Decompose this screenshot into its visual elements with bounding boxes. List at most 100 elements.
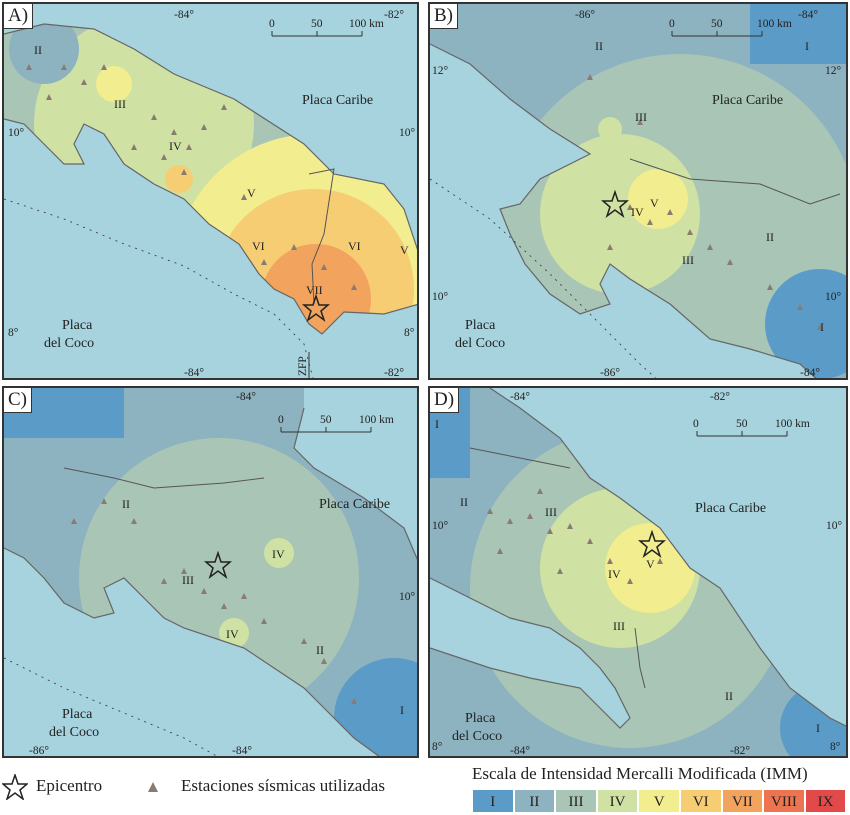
scale-d-50: 50	[736, 418, 748, 430]
scale-cell-ii: II	[513, 789, 556, 813]
scale-a-100: 100 km	[349, 18, 384, 30]
placa-coco-d-1: Placa	[465, 711, 496, 726]
tick-a-1: -84°	[174, 9, 194, 21]
map-a-canvas: 0 50 100 km -84° -82° 10° 10° 8° 8° -84°…	[4, 4, 417, 379]
legend-stations-label: Estaciones sísmicas utilizadas	[181, 776, 385, 795]
tick-d-3: 10°	[432, 520, 449, 532]
zone-d-6: III	[613, 619, 625, 633]
tick-c-2: 10°	[399, 591, 416, 603]
scale-b-100: 100 km	[757, 18, 792, 30]
tick-c-1: -84°	[236, 391, 256, 403]
scale-a-0: 0	[269, 18, 275, 30]
zone-a-1: II	[34, 43, 42, 57]
placa-coco-c-1: Placa	[62, 707, 93, 722]
placa-coco-a-1: Placa	[62, 318, 93, 333]
tick-a-6: 8°	[404, 327, 415, 339]
placa-caribe-c: Placa Caribe	[319, 497, 390, 512]
tick-a-8: -82°	[384, 367, 404, 379]
tick-d-6: 8°	[830, 741, 841, 753]
placa-coco-d-2: del Coco	[452, 729, 502, 744]
zone-c-4: IV	[272, 547, 285, 561]
tick-b-7: -86°	[600, 367, 620, 379]
placa-caribe-b: Placa Caribe	[712, 93, 783, 108]
zone-b-5: V	[650, 196, 659, 210]
zone-b-7: II	[766, 230, 774, 244]
zone-c-3: III	[182, 573, 194, 587]
tick-b-4: 12°	[825, 65, 842, 77]
tick-d-8: -82°	[730, 745, 750, 757]
panel-b-label: B)	[430, 4, 458, 29]
zone-b-3: III	[635, 110, 647, 124]
scale-cell-viii: VIII	[763, 789, 805, 813]
placa-coco-c-2: del Coco	[49, 725, 99, 740]
epicenter-legend-icon	[2, 774, 28, 800]
map-panel-d: 0 50 100 km -84° -82° 10° 10° 8° 8° -84°…	[428, 386, 848, 758]
stations-a	[26, 64, 357, 290]
zone-b-6: III	[682, 253, 694, 267]
scale-b-50: 50	[711, 18, 723, 30]
zone-a-8: V	[400, 243, 409, 257]
map-c-canvas: 0 50 100 km -84° 10° -86° -84° Placa Car…	[4, 388, 417, 757]
zone-b-1: II	[595, 39, 603, 53]
epicenter-c	[203, 550, 233, 580]
tick-d-2: -82°	[710, 391, 730, 403]
epicenter-a	[301, 293, 331, 323]
map-panel-a: 0 50 100 km -84° -82° 10° 10° 8° 8° -84°…	[2, 2, 419, 380]
scale-cell-vi: VI	[679, 789, 722, 813]
scale-c-100: 100 km	[359, 414, 394, 426]
zone-d-3: III	[545, 505, 557, 519]
stations-d	[487, 488, 663, 584]
tick-b-1: -86°	[575, 9, 595, 21]
zone-c-6: II	[316, 643, 324, 657]
scale-b-0: 0	[669, 18, 675, 30]
tick-c-3: -86°	[29, 745, 49, 757]
zone-d-4: IV	[608, 567, 621, 581]
tick-d-5: 8°	[432, 741, 443, 753]
tick-a-4: 10°	[399, 127, 416, 139]
scale-cell-iii: III	[555, 789, 597, 813]
zone-d-8: I	[816, 721, 820, 735]
scale-cell-vii: VII	[721, 789, 764, 813]
map-panel-c: 0 50 100 km -84° 10° -86° -84° Placa Car…	[2, 386, 419, 758]
tick-c-4: -84°	[232, 745, 252, 757]
placa-coco-a-2: del Coco	[44, 336, 94, 351]
zone-d-2: II	[460, 495, 468, 509]
zone-d-5: V	[646, 557, 655, 571]
zone-a-6: VI	[348, 239, 361, 253]
legend-scale-title: Escala de Intensidad Mercalli Modificada…	[472, 764, 808, 783]
tick-a-2: -82°	[384, 9, 404, 21]
scale-cell-ix: IX	[804, 789, 847, 813]
tick-b-8: -84°	[800, 367, 820, 379]
scale-cell-v: V	[638, 789, 680, 813]
scale-d-0: 0	[693, 418, 699, 430]
placa-caribe-a: Placa Caribe	[302, 93, 373, 108]
scale-a-50: 50	[311, 18, 323, 30]
map-b-canvas: 0 50 100 km -86° -84° 12° 12° 10° 10° -8…	[430, 4, 846, 379]
zone-a-3: IV	[169, 139, 182, 153]
map-d-canvas: 0 50 100 km -84° -82° 10° 10° 8° 8° -84°…	[430, 388, 846, 757]
epicenter-d	[637, 529, 667, 559]
legend-epicenter-label: Epicentro	[36, 776, 103, 795]
scale-d-100: 100 km	[775, 418, 810, 430]
zone-a-4: V	[247, 186, 256, 200]
panel-d-label: D)	[430, 388, 460, 413]
stations-b	[587, 74, 823, 330]
station-legend-icon	[148, 782, 158, 792]
zone-a-5: VI	[252, 239, 265, 253]
scale-c-0: 0	[278, 414, 284, 426]
tick-b-5: 10°	[432, 291, 449, 303]
zone-d-1: I	[435, 417, 439, 431]
zone-c-7: I	[400, 703, 404, 717]
tick-a-5: 8°	[8, 327, 19, 339]
placa-coco-b-2: del Coco	[455, 336, 505, 351]
stations-c	[71, 498, 357, 704]
zone-b-8: I	[820, 320, 824, 334]
placa-coco-b-1: Placa	[465, 318, 496, 333]
panel-a-label: A)	[4, 4, 34, 29]
zone-b-4: IV	[631, 205, 644, 219]
tick-d-7: -84°	[510, 745, 530, 757]
tick-b-6: 10°	[825, 291, 842, 303]
scale-cell-i: I	[472, 789, 514, 813]
tick-b-2: -84°	[798, 9, 818, 21]
zone-c-5: IV	[226, 627, 239, 641]
